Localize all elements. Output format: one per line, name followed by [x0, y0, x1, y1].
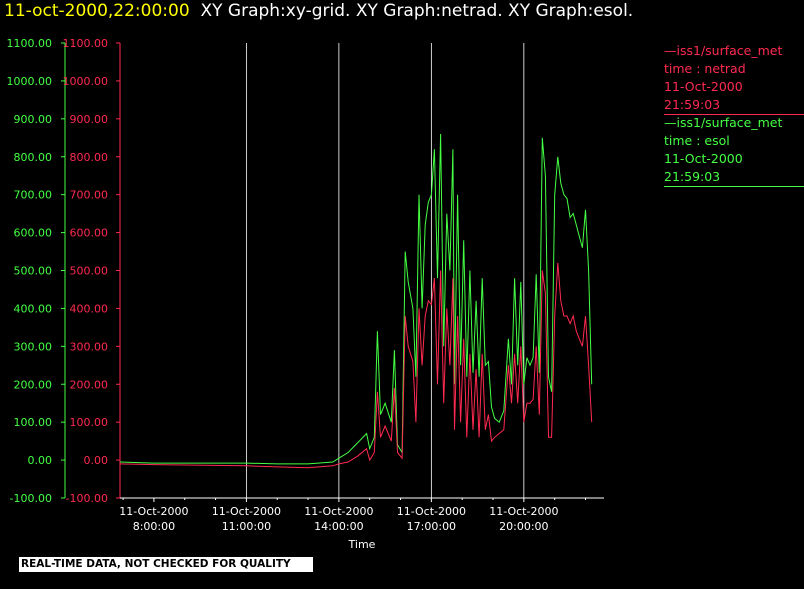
x-tick-label-time: 11:00:00: [222, 520, 271, 533]
y-tick-label-esol: 1000.00: [7, 75, 53, 88]
x-tick-label-time: 14:00:00: [314, 520, 363, 533]
title-graph-list: XY Graph:xy-grid. XY Graph:netrad. XY Gr…: [200, 1, 634, 21]
y-tick-label-esol: 200.00: [14, 378, 53, 391]
y-tick-label-netrad: 900.00: [70, 113, 109, 126]
y-tick-label-esol: 900.00: [14, 113, 53, 126]
legend-entry-netrad: —iss1/surface_met time : netrad 11-Oct-2…: [664, 42, 804, 114]
y-tick-label-netrad: 400.00: [70, 302, 109, 315]
title-timestamp: 11-oct-2000,22:00:00: [4, 1, 190, 21]
y-tick-label-esol: -100.00: [10, 492, 52, 505]
y-tick-label-netrad: 500.00: [70, 265, 109, 278]
x-tick-label-date: 11-Oct-2000: [397, 505, 466, 518]
y-tick-label-esol: 500.00: [14, 265, 53, 278]
series-line-netrad: [119, 262, 593, 469]
y-tick-label-netrad: 600.00: [70, 227, 109, 240]
y-tick-label-esol: 1100.00: [7, 37, 53, 50]
legend-entry-esol: —iss1/surface_met time : esol 11-Oct-200…: [664, 114, 804, 186]
y-tick-label-esol: 0.00: [28, 454, 53, 467]
legend-date: 11-Oct-2000: [664, 151, 743, 166]
y-tick-label-netrad: 700.00: [70, 189, 109, 202]
series-line-esol: [119, 133, 593, 465]
x-axis-label: Time: [348, 538, 376, 551]
legend-source: —iss1/surface_met: [664, 115, 783, 130]
y-tick-label-netrad: 200.00: [70, 378, 109, 391]
legend-separator: [664, 114, 804, 115]
legend-variable: time : netrad: [664, 61, 746, 76]
chart-title: 11-oct-2000,22:00:00 XY Graph:xy-grid. X…: [4, 1, 633, 21]
legend-time: 21:59:03: [664, 169, 721, 184]
legend-separator: [664, 186, 804, 187]
y-tick-label-netrad: 100.00: [70, 416, 109, 429]
y-tick-label-netrad: 1100.00: [63, 37, 109, 50]
x-tick-label-time: 20:00:00: [499, 520, 548, 533]
y-tick-label-netrad: 800.00: [70, 151, 109, 164]
x-tick-label-date: 11-Oct-2000: [212, 505, 281, 518]
y-tick-label-esol: 400.00: [14, 302, 53, 315]
legend-source: —iss1/surface_met: [664, 43, 783, 58]
x-tick-label-time: 8:00:00: [133, 520, 175, 533]
y-tick-label-netrad: 1000.00: [63, 75, 109, 88]
y-tick-label-esol: 800.00: [14, 151, 53, 164]
y-tick-label-netrad: 0.00: [84, 454, 109, 467]
y-tick-label-netrad: 300.00: [70, 340, 109, 353]
x-tick-label-date: 11-Oct-2000: [119, 505, 188, 518]
y-tick-label-esol: 100.00: [14, 416, 53, 429]
x-tick-label-date: 11-Oct-2000: [304, 505, 373, 518]
y-tick-label-netrad: -100.00: [66, 492, 108, 505]
x-tick-label-date: 11-Oct-2000: [489, 505, 558, 518]
x-tick-label-time: 17:00:00: [407, 520, 456, 533]
quality-notice: REAL-TIME DATA, NOT CHECKED FOR QUALITY: [19, 557, 313, 572]
legend-variable: time : esol: [664, 133, 730, 148]
y-tick-label-esol: 300.00: [14, 340, 53, 353]
y-tick-label-esol: 600.00: [14, 227, 53, 240]
y-tick-label-esol: 700.00: [14, 189, 53, 202]
legend-date: 11-Oct-2000: [664, 79, 743, 94]
legend-time: 21:59:03: [664, 97, 721, 112]
